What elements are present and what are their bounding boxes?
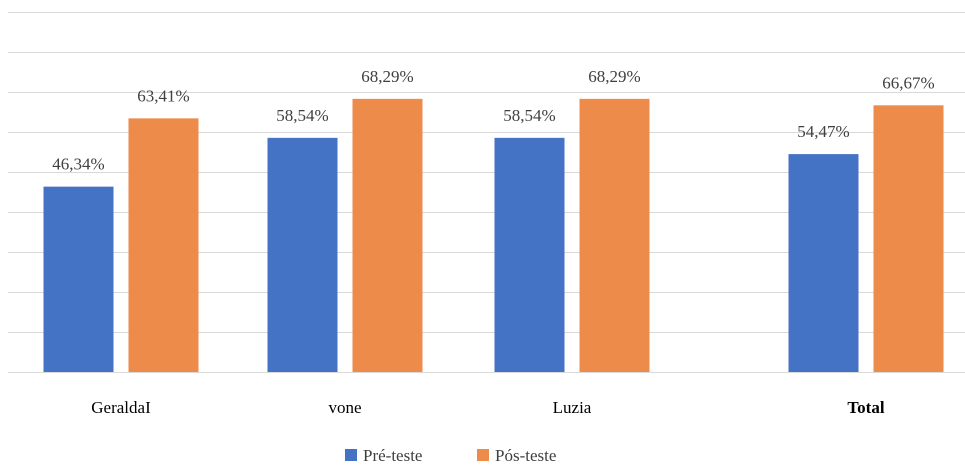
bar-pos-teste-0 — [128, 118, 199, 372]
bar-pos-teste-1 — [352, 98, 423, 372]
legend-label-pos-teste: Pós-teste — [495, 446, 556, 465]
x-axis: GeraldaI vone Luzia Total — [8, 372, 965, 417]
legend-swatch-pos-teste — [477, 449, 489, 461]
data-label-pre-teste-3: 54,47% — [797, 122, 849, 141]
data-label-pre-teste-2: 58,54% — [503, 106, 555, 125]
x-tick-label-0: GeraldaI — [91, 398, 151, 417]
bar-pre-teste-0 — [43, 186, 114, 372]
data-label-pre-teste-0: 46,34% — [52, 155, 104, 174]
data-label-pre-teste-1: 58,54% — [276, 106, 328, 125]
bars — [43, 98, 944, 372]
data-label-pos-teste-2: 68,29% — [588, 67, 640, 86]
bar-pos-teste-2 — [579, 98, 650, 372]
bar-pre-teste-1 — [267, 137, 338, 372]
x-tick-label-1: vone — [328, 398, 361, 417]
legend-item-pos-teste: Pós-teste — [477, 446, 556, 465]
bar-pre-teste-2 — [494, 137, 565, 372]
x-tick-label-2: Luzia — [553, 398, 592, 417]
legend: Pré-teste Pós-teste — [345, 446, 556, 465]
data-label-pos-teste-0: 63,41% — [137, 86, 189, 105]
legend-label-pre-teste: Pré-teste — [363, 446, 422, 465]
x-tick-label-3: Total — [847, 398, 884, 417]
data-label-pos-teste-1: 68,29% — [361, 67, 413, 86]
data-labels: 46,34% 63,41% 58,54% 68,29% 58,54% 68,29% 54,4… — [52, 67, 934, 174]
data-label-pos-teste-3: 66,67% — [882, 73, 934, 92]
bar-pre-teste-3 — [788, 154, 859, 372]
legend-swatch-pre-teste — [345, 449, 357, 461]
legend-item-pre-teste: Pré-teste — [345, 446, 422, 465]
bar-pos-teste-3 — [873, 105, 944, 372]
